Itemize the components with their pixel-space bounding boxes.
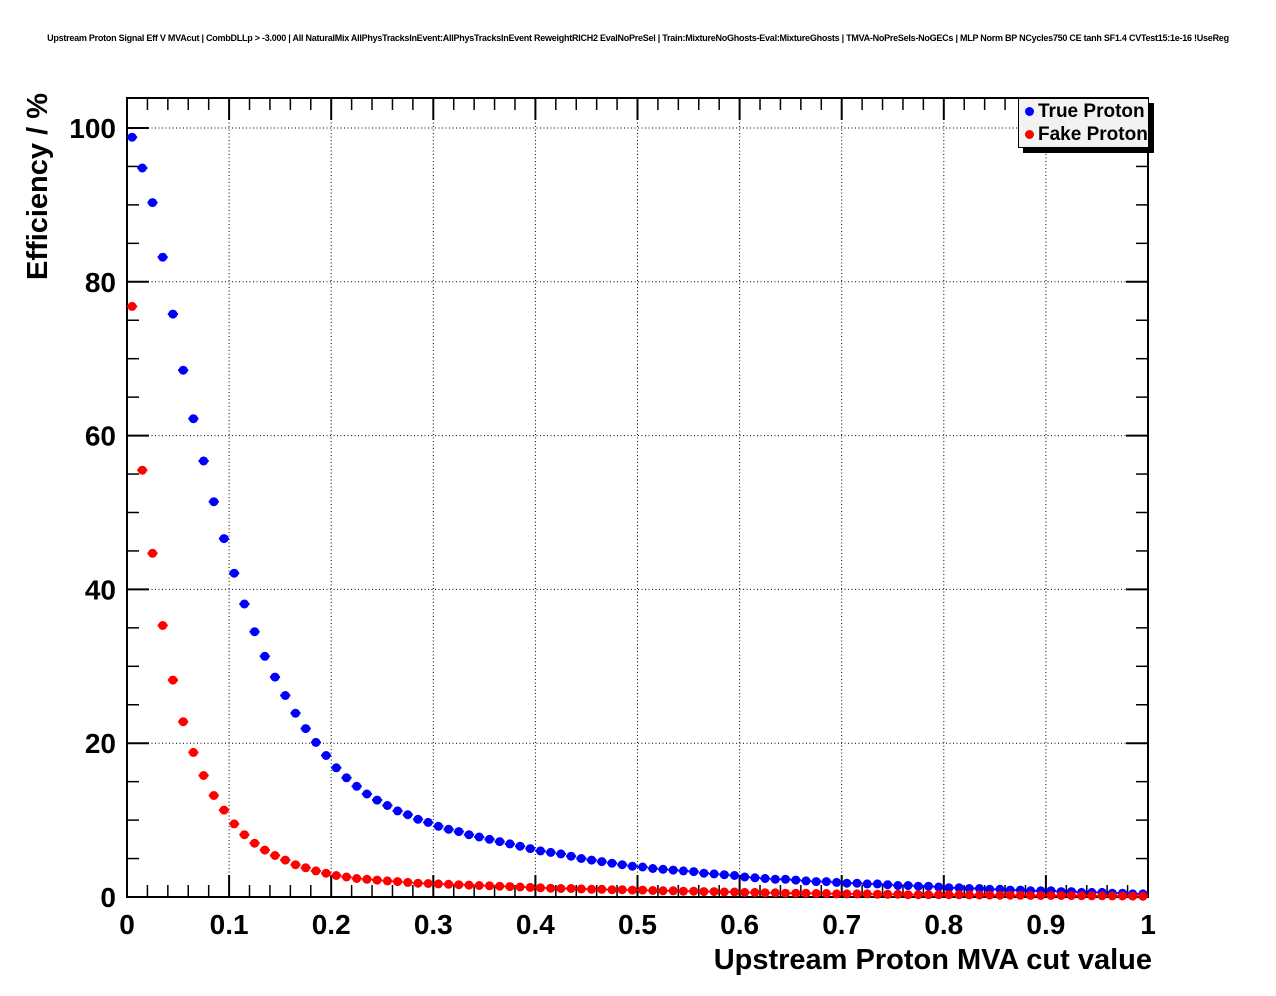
svg-text:20: 20 [85, 728, 116, 759]
svg-text:0.5: 0.5 [618, 909, 657, 940]
y-axis-title: Efficiency / % [22, 93, 54, 280]
svg-text:0.3: 0.3 [414, 909, 453, 940]
svg-text:100: 100 [69, 113, 116, 144]
plot-title: Upstream Proton Signal Eff V MVAcut | Co… [47, 33, 1229, 43]
svg-text:1: 1 [1140, 909, 1156, 940]
legend-item-true-proton: True Proton [1025, 102, 1148, 121]
x-axis-title: Upstream Proton MVA cut value [713, 944, 1152, 976]
svg-text:0.4: 0.4 [516, 909, 555, 940]
legend-label-true-proton: True Proton [1038, 101, 1145, 123]
svg-text:60: 60 [85, 421, 116, 452]
svg-text:0: 0 [119, 909, 135, 940]
svg-text:0: 0 [100, 882, 116, 913]
svg-text:0.1: 0.1 [210, 909, 249, 940]
legend-item-fake-proton: Fake Proton [1025, 125, 1148, 144]
svg-text:40: 40 [85, 574, 116, 605]
svg-text:0.8: 0.8 [924, 909, 963, 940]
svg-text:80: 80 [85, 267, 116, 298]
true-proton-marker-icon [1025, 107, 1034, 117]
legend-label-fake-proton: Fake Proton [1038, 123, 1148, 145]
svg-text:0.9: 0.9 [1026, 909, 1065, 940]
legend: True Proton Fake Proton [1018, 98, 1149, 148]
fake-proton-marker-icon [1025, 129, 1034, 139]
svg-text:0.6: 0.6 [720, 909, 759, 940]
svg-text:0.2: 0.2 [312, 909, 351, 940]
svg-text:0.7: 0.7 [822, 909, 861, 940]
